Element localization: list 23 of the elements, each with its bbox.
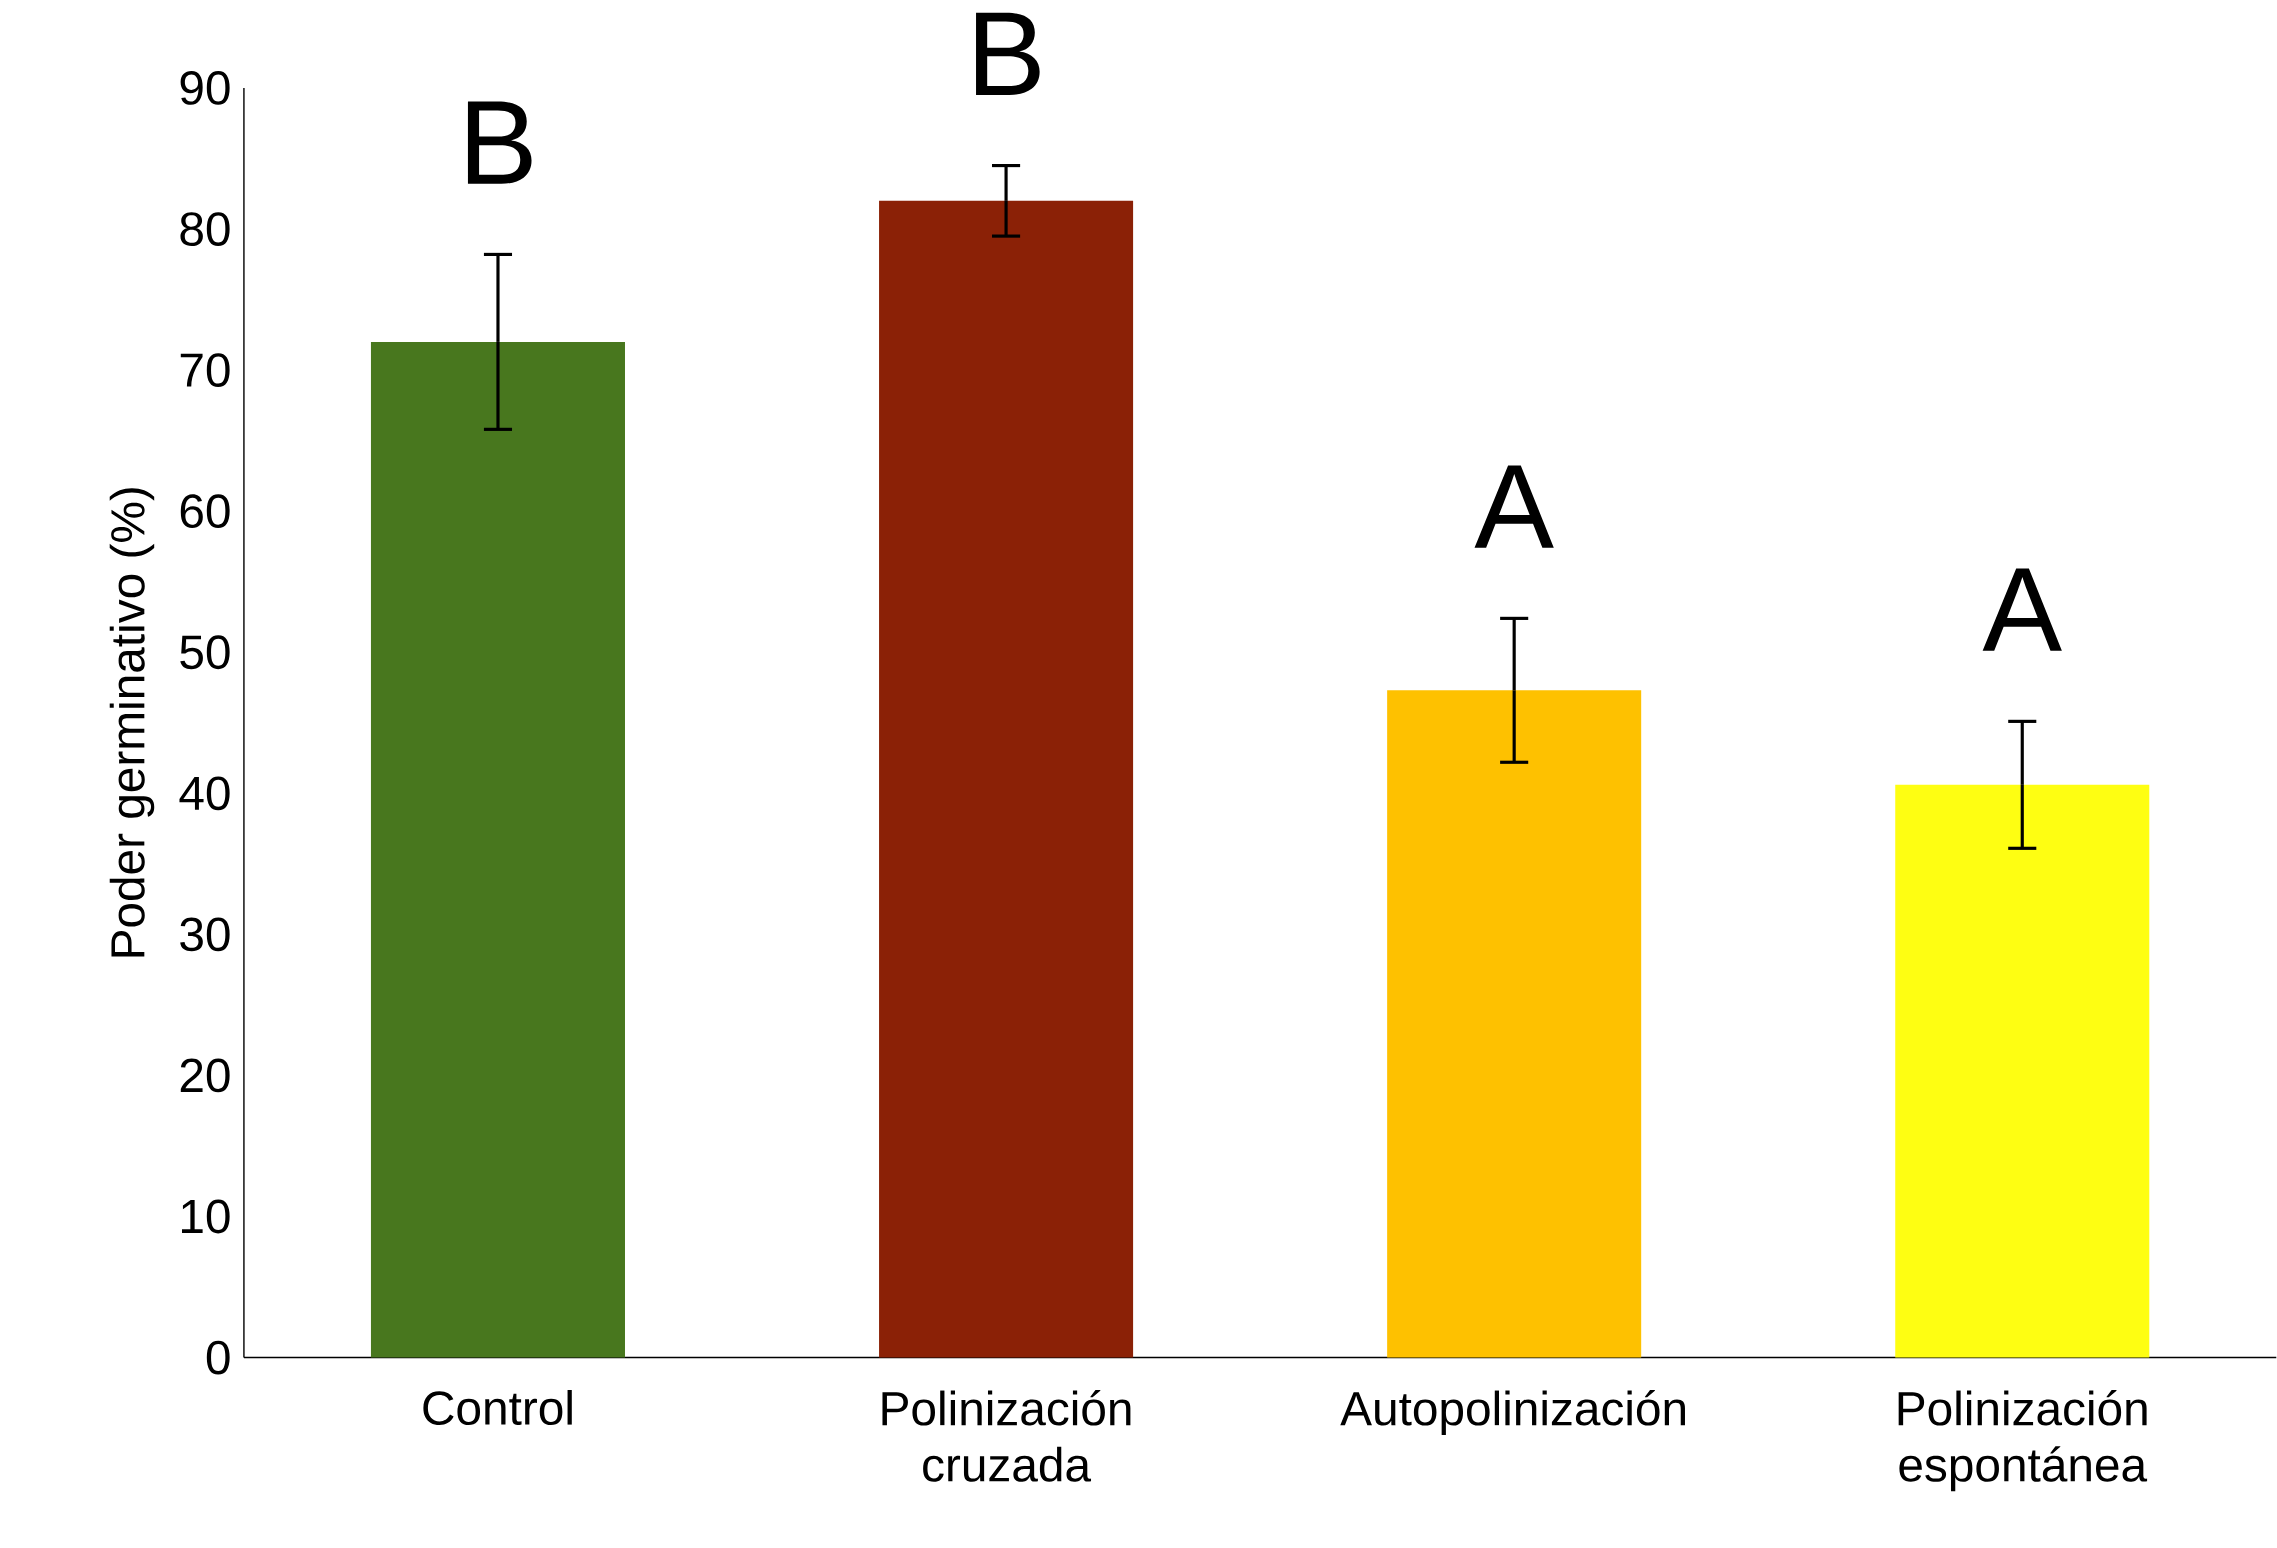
y-tick-label: 30 (180, 917, 230, 952)
y-axis-title: Poder germinativo (%) (109, 488, 155, 957)
y-tick-label: 10 (182, 1199, 230, 1234)
y-tick-label: 90 (180, 71, 230, 106)
bar (370, 342, 625, 1358)
bar (1895, 785, 2150, 1358)
y-tick-label: 80 (180, 212, 230, 247)
x-tick-label: Polinización espontánea (1898, 1390, 2148, 1492)
x-tick-label: Control (423, 1390, 572, 1426)
x-tick-label: Autopolinización (1340, 1390, 1685, 1436)
bar (879, 201, 1134, 1358)
y-tick-label: 40 (179, 776, 230, 811)
y-tick-label: 70 (180, 353, 230, 388)
y-tick-label: 60 (180, 494, 230, 529)
y-tick-label: 20 (180, 1058, 230, 1093)
y-tick-label: 0 (206, 1340, 230, 1375)
annotation: B (976, 12, 1040, 96)
annotation: A (1982, 568, 2062, 651)
bar (1387, 690, 1642, 1358)
annotation: A (1474, 465, 1554, 548)
x-tick-label: Polinización cruzada (882, 1390, 1131, 1483)
y-tick-label: 50 (180, 635, 230, 670)
annotation: B (467, 101, 532, 184)
